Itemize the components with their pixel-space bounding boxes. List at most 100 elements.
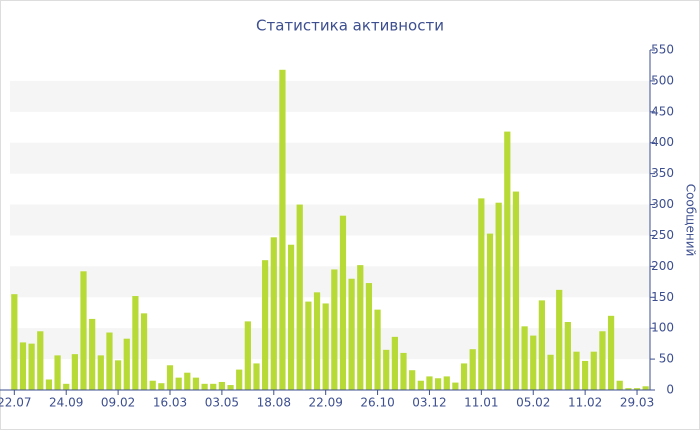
chart-title: Статистика активности (256, 17, 444, 35)
bar (357, 265, 364, 390)
bar (140, 313, 148, 390)
bar (305, 301, 312, 390)
bar (374, 309, 381, 390)
bar (287, 244, 295, 390)
bar (313, 292, 321, 390)
x-tick-label: 11.01 (464, 396, 498, 410)
x-tick-label: 29.03 (620, 396, 654, 410)
y-tick-label: 200 (651, 259, 674, 273)
bar (279, 69, 286, 391)
bar (469, 349, 476, 390)
grid-band (10, 266, 650, 298)
grid-band (10, 142, 650, 174)
bar (556, 289, 563, 390)
bar (434, 378, 442, 390)
bar (582, 360, 589, 390)
bar (253, 363, 260, 390)
y-tick-label: 500 (651, 73, 674, 87)
bar (495, 202, 502, 390)
y-tick-label: 350 (651, 166, 674, 180)
bar (158, 383, 165, 390)
bar (201, 383, 208, 390)
bar (106, 332, 113, 390)
bar (365, 283, 373, 390)
y-tick-label: 100 (651, 321, 674, 335)
x-tick-label: 24.09 (49, 396, 83, 410)
bar (625, 388, 632, 390)
bar (54, 355, 61, 390)
bar (400, 352, 407, 390)
bar (409, 370, 416, 390)
bar (426, 376, 433, 390)
bar (339, 215, 347, 390)
grid-band (10, 328, 650, 360)
grid-band (10, 80, 650, 112)
x-tick-label: 16.03 (153, 396, 187, 410)
bar (486, 233, 494, 390)
y-tick-label: 150 (651, 290, 674, 304)
bar (616, 380, 623, 390)
bar (460, 363, 468, 390)
x-tick-label: 09.02 (101, 396, 135, 410)
bar (123, 338, 130, 390)
bar (417, 380, 424, 390)
bar (599, 331, 606, 390)
bar (262, 260, 269, 390)
bar (547, 354, 554, 390)
bar (443, 376, 450, 390)
bar (331, 269, 338, 390)
y-tick-label: 400 (651, 135, 674, 149)
bar (63, 383, 70, 390)
bar (478, 198, 485, 390)
bar (296, 204, 303, 390)
bar (607, 315, 615, 390)
bar (210, 383, 217, 390)
bar (270, 237, 277, 390)
bar (184, 372, 191, 390)
y-tick-label: 300 (651, 197, 674, 211)
x-tick-label: 22.07 (0, 396, 32, 410)
bar (538, 300, 546, 390)
y-axis-label: Сообщений (684, 184, 698, 257)
bar (521, 326, 528, 390)
bar (97, 355, 104, 390)
bar (244, 321, 251, 390)
bar (28, 343, 35, 390)
x-tick-label: 11.02 (568, 396, 602, 410)
bar (236, 369, 243, 390)
bar (391, 336, 398, 390)
bar (512, 191, 520, 390)
bar (132, 296, 139, 390)
x-tick-label: 22.09 (308, 396, 342, 410)
bar (80, 271, 87, 390)
grid-band (10, 204, 650, 236)
x-tick-label: 03.12 (412, 396, 446, 410)
bar (573, 351, 580, 390)
y-tick-label: 0 (666, 383, 674, 397)
bar (504, 131, 511, 390)
bar (89, 318, 96, 390)
x-tick-label: 18.08 (257, 396, 291, 410)
bar (19, 342, 27, 390)
y-tick-label: 450 (651, 104, 674, 118)
y-tick-label: 250 (651, 228, 674, 242)
bar (114, 360, 122, 390)
y-tick-label: 550 (651, 43, 674, 57)
bar (149, 380, 156, 390)
bar (227, 385, 234, 390)
bar (633, 388, 641, 390)
bar (166, 365, 174, 390)
bar (11, 294, 18, 390)
y-tick-label: 50 (659, 352, 674, 366)
x-tick-label: 26.10 (360, 396, 394, 410)
bar (218, 381, 226, 390)
x-tick-label: 03.05 (205, 396, 239, 410)
bar (45, 379, 53, 390)
bar (642, 386, 649, 390)
bar (590, 351, 597, 390)
bar (175, 377, 182, 390)
bar (192, 377, 200, 390)
bar (322, 303, 329, 390)
bar (37, 331, 44, 390)
